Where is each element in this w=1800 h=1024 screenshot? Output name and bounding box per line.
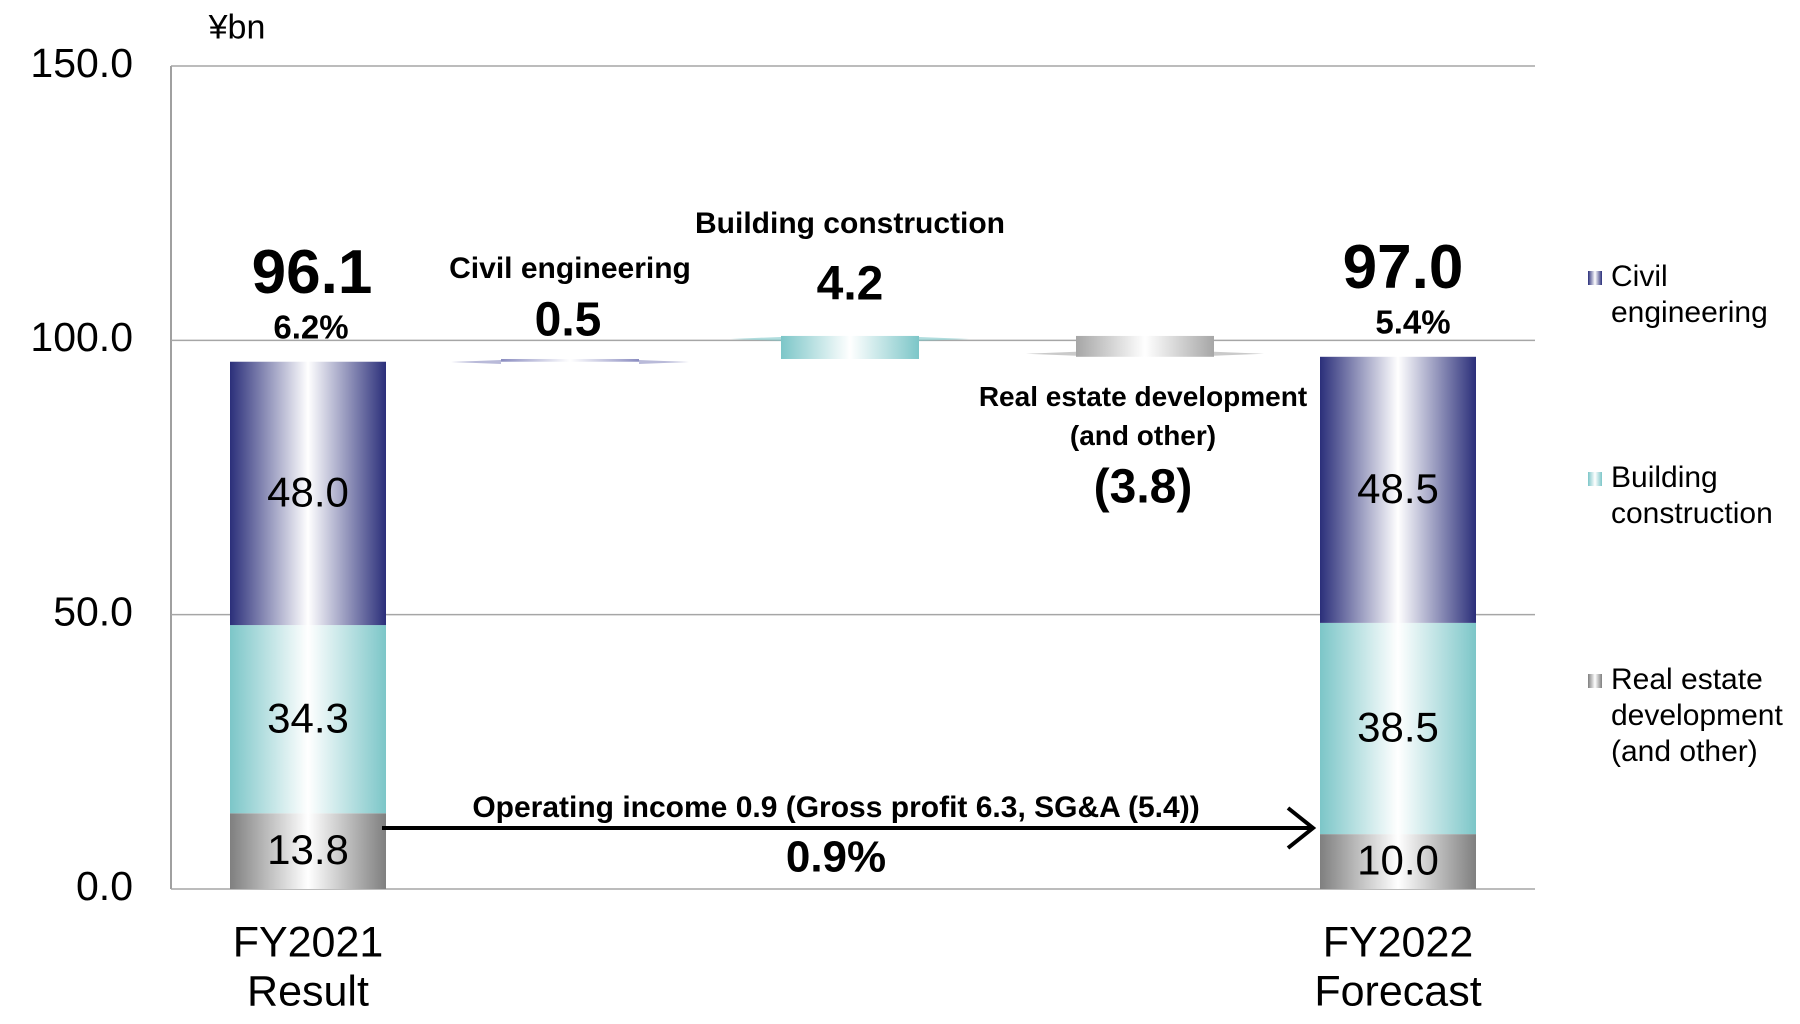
margin-label: 6.2% xyxy=(273,308,348,345)
legend-swatch xyxy=(1588,472,1602,486)
bar-value-label: 38.5 xyxy=(1357,704,1439,751)
bridge-bar xyxy=(501,358,639,362)
y-tick-label: 50.0 xyxy=(53,588,133,634)
x-tick-label: FY2022 Forecast xyxy=(1314,918,1482,1016)
bar-segment xyxy=(1320,622,1476,835)
annotation: 0.9% xyxy=(785,832,887,882)
y-tick-label: 150.0 xyxy=(30,40,133,86)
bar-segment xyxy=(1320,834,1476,889)
bar-segment xyxy=(1320,356,1476,623)
bar-value-label: 10.0 xyxy=(1357,837,1439,884)
change-name: Civil engineering xyxy=(449,251,691,285)
bridge-wing xyxy=(639,359,689,364)
legend-swatch xyxy=(1588,271,1602,285)
legend-label: Real estate development (and other) xyxy=(1611,663,1783,768)
change-name: Real estate development (and other) xyxy=(978,380,1308,451)
total-label: 97.0 xyxy=(1343,233,1464,302)
bridge-bar xyxy=(1076,335,1214,357)
unit-label: ¥bn xyxy=(208,8,266,47)
bridge-wing xyxy=(451,359,501,364)
y-tick-label: 0.0 xyxy=(76,863,133,909)
arrow-head xyxy=(1286,806,1317,850)
legend-label: Civil engineering xyxy=(1611,260,1768,329)
bridge-bar xyxy=(781,335,919,359)
bridge-wing xyxy=(919,336,969,341)
margin-label: 5.4% xyxy=(1375,304,1450,341)
bridge-wing xyxy=(731,336,781,341)
bridge-wing xyxy=(1026,351,1076,356)
change-value: 4.2 xyxy=(816,257,884,311)
bar-value-label: 48.0 xyxy=(267,469,349,516)
bar-segment xyxy=(230,813,386,889)
change-name: Building construction xyxy=(695,206,1005,240)
bar-segment xyxy=(230,361,386,626)
annotation: Operating income 0.9 (Gross profit 6.3, … xyxy=(472,790,1200,824)
total-label: 96.1 xyxy=(252,238,373,307)
bridge-wing xyxy=(1214,351,1264,356)
y-tick-label: 100.0 xyxy=(30,314,133,360)
bar-value-label: 34.3 xyxy=(267,694,349,741)
change-value: (3.8) xyxy=(1093,460,1193,514)
bar-value-label: 13.8 xyxy=(267,826,349,873)
x-tick-label: FY2021 Result xyxy=(232,918,384,1016)
bar-segment xyxy=(230,625,386,814)
legend-swatch xyxy=(1588,674,1602,688)
change-value: 0.5 xyxy=(534,293,602,347)
bar-value-label: 48.5 xyxy=(1357,465,1439,512)
legend-label: Building construction xyxy=(1611,461,1773,530)
